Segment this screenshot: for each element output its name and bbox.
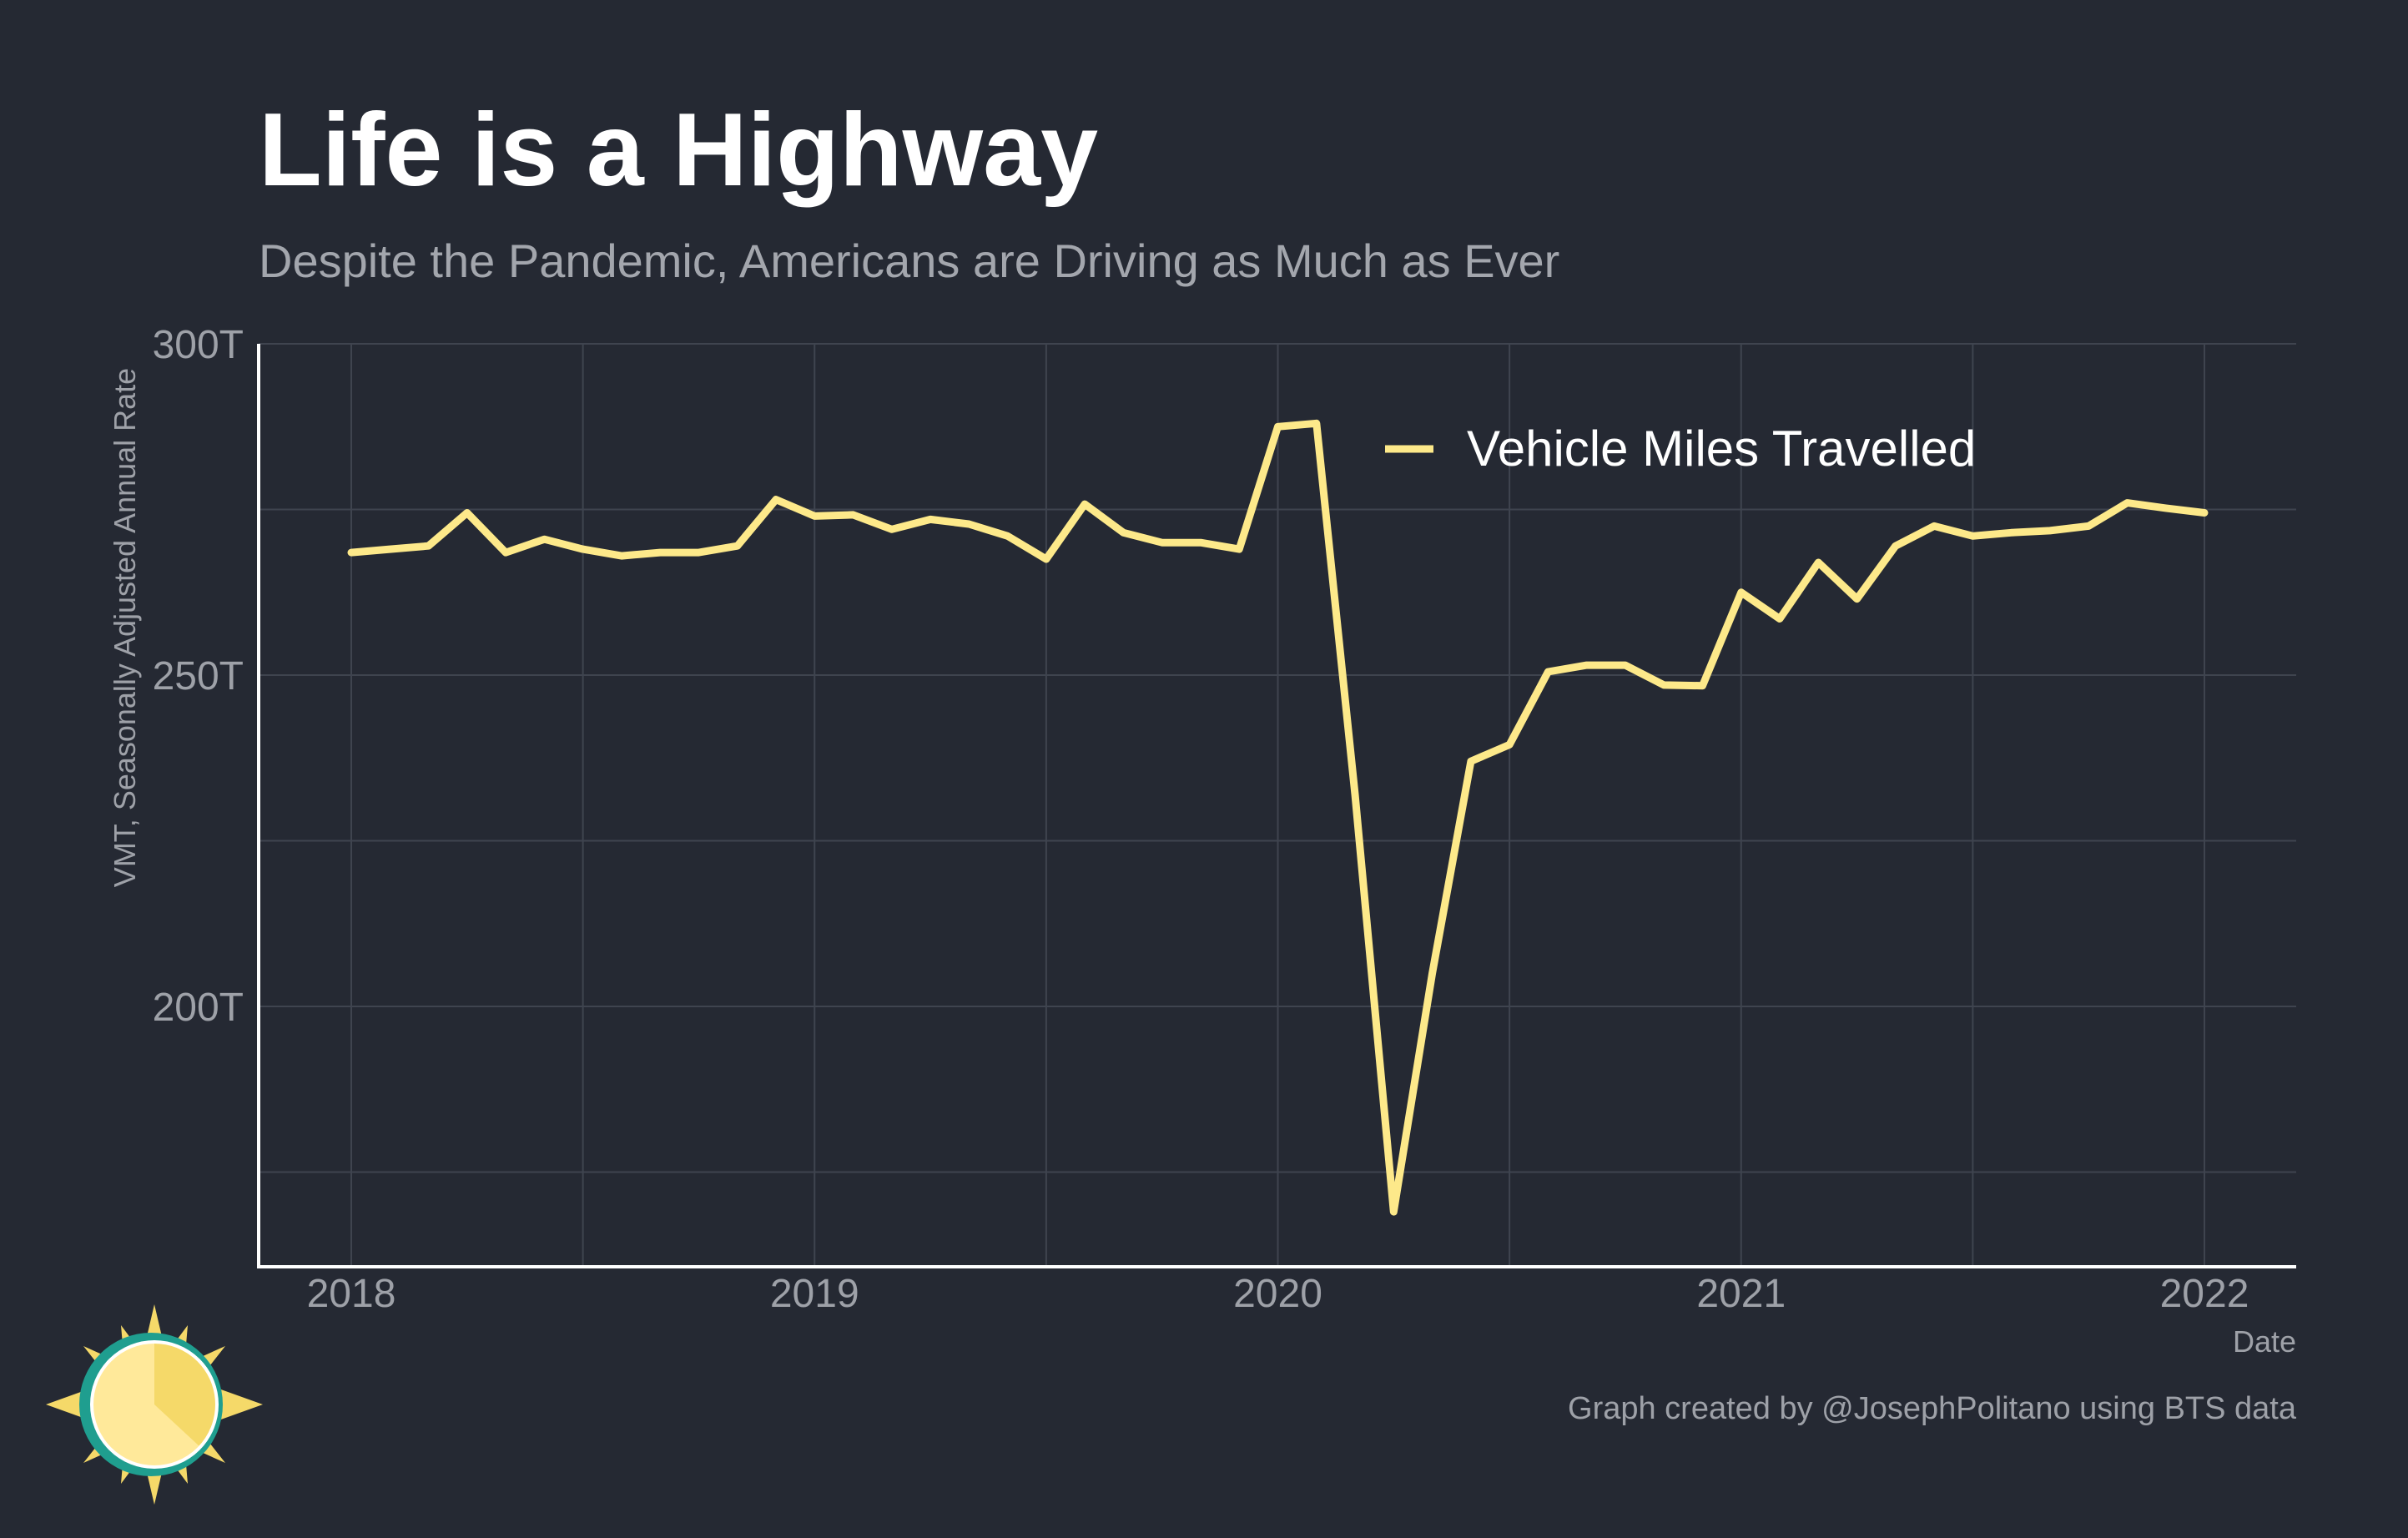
y-axis-ticks: 200T 250T 300T	[153, 323, 244, 1030]
x-axis-title: Date	[2233, 1324, 2296, 1359]
grid	[259, 343, 2296, 1267]
x-axis-ticks: 2018 2019 2020 2021 2022	[307, 1272, 2249, 1316]
y-tick-label: 200T	[153, 986, 244, 1030]
legend: Vehicle Miles Travelled	[1385, 421, 1976, 477]
legend-label: Vehicle Miles Travelled	[1467, 421, 1976, 477]
chart-title: Life is a Highway	[259, 93, 1098, 208]
sun-icon	[46, 1304, 263, 1505]
y-tick-label: 250T	[153, 654, 244, 698]
y-axis-title: VMT, Seasonally Adjusted Annual Rate	[108, 368, 142, 887]
chart-caption: Graph created by @JosephPolitano using B…	[1568, 1391, 2297, 1426]
x-tick-label: 2021	[1696, 1272, 1786, 1316]
chart-subtitle: Despite the Pandemic, Americans are Driv…	[259, 234, 1559, 287]
x-tick-label: 2020	[1233, 1272, 1322, 1316]
series-layer	[347, 419, 2209, 1216]
x-tick-label: 2018	[307, 1272, 396, 1316]
series-line	[347, 419, 2209, 1216]
x-tick-label: 2022	[2160, 1272, 2249, 1316]
y-tick-label: 300T	[153, 323, 244, 367]
x-tick-label: 2019	[770, 1272, 859, 1316]
